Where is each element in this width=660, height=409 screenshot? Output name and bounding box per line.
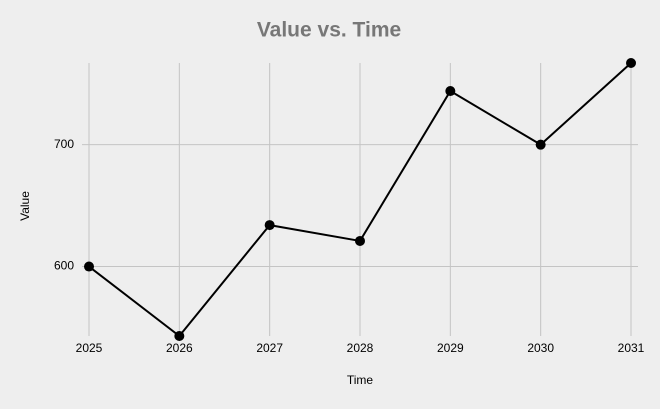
point [535, 139, 546, 150]
point [264, 220, 275, 231]
chart-title: Value vs. Time [257, 19, 401, 42]
point [84, 261, 94, 272]
point [174, 331, 185, 341]
x-tick-label: 2030 [527, 341, 554, 355]
point [626, 58, 636, 68]
x-tick-label: 2027 [256, 341, 283, 355]
y-tick-label: 700 [54, 137, 74, 151]
x-tick-label: 2026 [166, 341, 193, 355]
x-tick-label: 2025 [76, 341, 103, 355]
point [445, 86, 456, 97]
y-axis-label: Value [18, 191, 32, 221]
x-tick-label: 2031 [618, 341, 645, 355]
x-tick-label: 2028 [347, 341, 374, 355]
point [355, 235, 365, 246]
y-tick-label: 600 [54, 259, 74, 273]
x-axis-label: Time [347, 373, 374, 387]
x-tick-label: 2029 [437, 341, 464, 355]
